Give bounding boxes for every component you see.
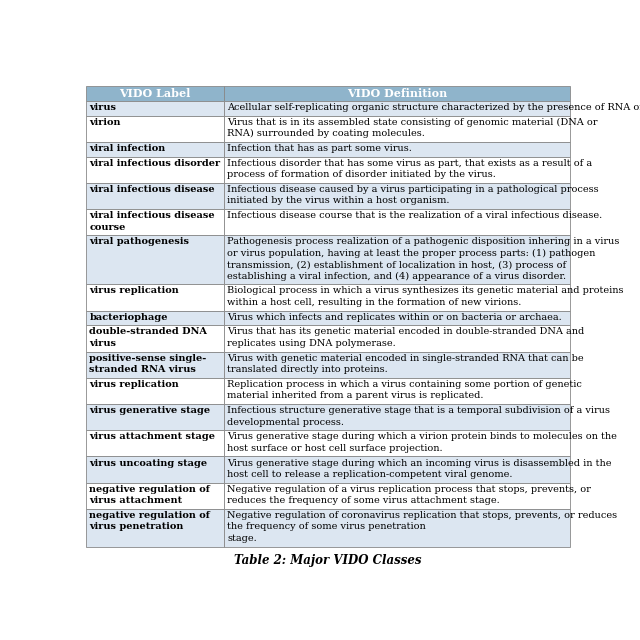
Bar xyxy=(224,325,570,351)
Text: Negative regulation of coronavirus replication that stops, prevents, or reduces
: Negative regulation of coronavirus repli… xyxy=(227,511,617,543)
Text: Pathogenesis process realization of a pathogenic disposition inhering in a virus: Pathogenesis process realization of a pa… xyxy=(227,237,620,282)
Text: virus replication: virus replication xyxy=(90,286,179,296)
Text: Infectious disease course that is the realization of a viral infectious disease.: Infectious disease course that is the re… xyxy=(227,211,602,220)
Bar xyxy=(224,116,570,142)
Bar xyxy=(86,310,224,325)
Text: virus: virus xyxy=(90,103,116,112)
Bar xyxy=(224,456,570,483)
Bar xyxy=(224,183,570,209)
Text: Infectious disease caused by a virus participating in a pathological process
ini: Infectious disease caused by a virus par… xyxy=(227,185,599,205)
Text: Biological process in which a virus synthesizes its genetic material and protein: Biological process in which a virus synt… xyxy=(227,286,623,307)
Bar xyxy=(224,404,570,430)
Bar xyxy=(86,483,224,509)
Text: viral infection: viral infection xyxy=(90,144,166,153)
Text: viral infectious disease
course: viral infectious disease course xyxy=(90,211,215,232)
Text: Infectious structure generative stage that is a temporal subdivision of a virus
: Infectious structure generative stage th… xyxy=(227,406,610,426)
Bar xyxy=(224,284,570,310)
Text: Acellular self-replicating organic structure characterized by the presence of RN: Acellular self-replicating organic struc… xyxy=(227,103,640,112)
Text: viral pathogenesis: viral pathogenesis xyxy=(90,237,189,246)
Text: Virus generative stage during which a virion protein binds to molecules on the
h: Virus generative stage during which a vi… xyxy=(227,432,617,452)
Text: Table 2: Major VIDO Classes: Table 2: Major VIDO Classes xyxy=(234,554,422,567)
Bar xyxy=(86,404,224,430)
Bar xyxy=(86,378,224,404)
Text: virus attachment stage: virus attachment stage xyxy=(90,432,215,442)
Text: Virus with genetic material encoded in single-stranded RNA that can be
translate: Virus with genetic material encoded in s… xyxy=(227,354,584,374)
Text: virion: virion xyxy=(90,118,121,127)
Text: Negative regulation of a virus replication process that stops, prevents, or
redu: Negative regulation of a virus replicati… xyxy=(227,484,591,505)
Text: Infectious disorder that has some virus as part, that exists as a result of a
pr: Infectious disorder that has some virus … xyxy=(227,159,592,179)
Bar xyxy=(224,483,570,509)
Text: virus generative stage: virus generative stage xyxy=(90,406,211,415)
Bar xyxy=(224,351,570,378)
Text: VIDO Definition: VIDO Definition xyxy=(347,88,447,99)
Bar xyxy=(86,86,224,101)
Bar xyxy=(86,209,224,236)
Bar xyxy=(86,430,224,456)
Text: virus uncoating stage: virus uncoating stage xyxy=(90,458,207,467)
Bar xyxy=(224,509,570,547)
Text: double-stranded DNA
virus: double-stranded DNA virus xyxy=(90,328,207,348)
Text: viral infectious disorder: viral infectious disorder xyxy=(90,159,220,168)
Text: bacteriophage: bacteriophage xyxy=(90,312,168,322)
Bar xyxy=(224,236,570,284)
Text: Virus which infects and replicates within or on bacteria or archaea.: Virus which infects and replicates withi… xyxy=(227,312,562,322)
Bar xyxy=(86,183,224,209)
Text: virus replication: virus replication xyxy=(90,380,179,389)
Text: Virus that is in its assembled state consisting of genomic material (DNA or
RNA): Virus that is in its assembled state con… xyxy=(227,118,598,138)
Bar xyxy=(224,101,570,116)
Bar xyxy=(86,157,224,183)
Bar xyxy=(86,142,224,157)
Bar xyxy=(224,310,570,325)
Text: VIDO Label: VIDO Label xyxy=(120,88,191,99)
Text: Replication process in which a virus containing some portion of genetic
material: Replication process in which a virus con… xyxy=(227,380,582,401)
Bar xyxy=(86,351,224,378)
Bar xyxy=(224,378,570,404)
Bar xyxy=(86,236,224,284)
Bar xyxy=(224,209,570,236)
Bar xyxy=(86,456,224,483)
Bar xyxy=(86,116,224,142)
Bar xyxy=(224,142,570,157)
Bar xyxy=(86,325,224,351)
Text: Virus that has its genetic material encoded in double-stranded DNA and
replicate: Virus that has its genetic material enco… xyxy=(227,328,584,348)
Text: Infection that has as part some virus.: Infection that has as part some virus. xyxy=(227,144,412,153)
Text: negative regulation of
virus attachment: negative regulation of virus attachment xyxy=(90,484,210,505)
Bar xyxy=(86,284,224,310)
Text: negative regulation of
virus penetration: negative regulation of virus penetration xyxy=(90,511,210,531)
Bar xyxy=(224,86,570,101)
Text: viral infectious disease: viral infectious disease xyxy=(90,185,215,194)
Text: positive-sense single-
stranded RNA virus: positive-sense single- stranded RNA viru… xyxy=(90,354,207,374)
Text: Virus generative stage during which an incoming virus is disassembled in the
hos: Virus generative stage during which an i… xyxy=(227,458,612,479)
Bar xyxy=(224,430,570,456)
Bar xyxy=(224,157,570,183)
Bar xyxy=(86,101,224,116)
Bar xyxy=(86,509,224,547)
